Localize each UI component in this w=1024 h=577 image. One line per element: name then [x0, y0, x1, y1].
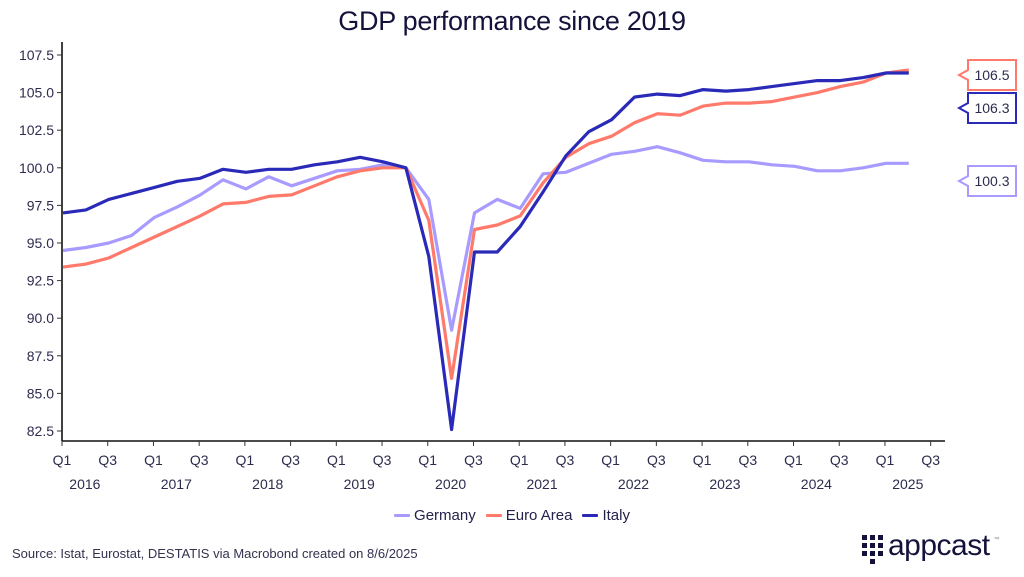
x-tick-label: Q3 — [373, 452, 392, 468]
x-year-label: 2016 — [69, 476, 100, 492]
callout-box-germany — [956, 165, 1017, 197]
x-tick-label: Q1 — [876, 452, 895, 468]
legend-item-germany: Germany — [394, 507, 476, 524]
y-tick-label: 105.0 — [19, 85, 54, 101]
x-tick-label: Q1 — [510, 452, 529, 468]
source-note: Source: Istat, Eurostat, DESTATIS via Ma… — [12, 546, 418, 561]
x-year-label: 2017 — [161, 476, 192, 492]
callout-italy: 106.3 — [956, 92, 1017, 124]
trademark-symbol: ™ — [993, 537, 1000, 543]
y-axis: 107.5 105.0 102.5 100.0 97.5 95.0 92.5 90.0 87.5… — [19, 42, 63, 441]
callout-value-euro-area: 106.5 — [974, 67, 1009, 83]
x-tick-label: Q1 — [236, 452, 255, 468]
y-tick-label: 87.5 — [27, 348, 54, 364]
x-tick-label: Q3 — [647, 452, 666, 468]
y-tick-label: 100.0 — [19, 160, 54, 176]
x-tick-label: Q3 — [190, 452, 209, 468]
legend-item-italy: Italy — [582, 507, 630, 524]
y-tick-label: 102.5 — [19, 122, 54, 138]
callout-box-italy — [956, 92, 1017, 124]
legend-swatch-euro-area — [485, 514, 502, 517]
y-tick-label: 97.5 — [27, 197, 54, 213]
x-tick-label: Q3 — [464, 452, 483, 468]
x-tick-label: Q3 — [830, 452, 849, 468]
chart-title: GDP performance since 2019 — [338, 6, 686, 36]
appcast-logo-mark-icon — [862, 533, 884, 564]
legend-label-italy: Italy — [602, 507, 630, 524]
legend: Germany Euro Area Italy — [0, 507, 1024, 524]
legend-label-germany: Germany — [414, 507, 476, 524]
x-year-label: 2025 — [892, 476, 923, 492]
x-tick-label: Q3 — [281, 452, 300, 468]
y-tick-label: 92.5 — [27, 273, 54, 289]
x-tick-label: Q3 — [738, 452, 757, 468]
y-tick-label: 95.0 — [27, 235, 54, 251]
callout-germany: 100.3 — [956, 165, 1017, 197]
series-layer — [62, 68, 910, 432]
series-line-germany — [62, 145, 909, 332]
callout-euro-area: 106.5 — [956, 59, 1017, 91]
x-year-label: 2019 — [344, 476, 375, 492]
x-tick-label: Q1 — [784, 452, 803, 468]
y-tick-label: 90.0 — [27, 310, 54, 326]
y-tick-label: 85.0 — [27, 385, 54, 401]
x-year-label: 2023 — [709, 476, 740, 492]
x-tick-label: Q1 — [144, 452, 163, 468]
x-axis: Q1 Q3 Q1 Q3 Q1 Q3 Q1 Q3 Q1 Q3 Q1 Q3 Q1 Q3 Q1 Q3 Q1 Q3 Q1 Q3… — [53, 440, 945, 492]
legend-swatch-germany — [394, 514, 411, 517]
x-tick-label: Q3 — [921, 452, 940, 468]
x-year-label: 2021 — [526, 476, 557, 492]
x-year-label: 2022 — [618, 476, 649, 492]
callout-value-germany: 100.3 — [974, 173, 1009, 189]
legend-swatch-italy — [582, 514, 599, 517]
x-tick-label: Q1 — [601, 452, 620, 468]
x-tick-label: Q1 — [327, 452, 346, 468]
end-value-callouts: 100.3 106.5 106.3 — [956, 59, 1017, 197]
callout-value-italy: 106.3 — [974, 100, 1009, 116]
legend-item-euro-area: Euro Area — [485, 507, 573, 524]
y-tick-label: 82.5 — [27, 423, 54, 439]
x-year-label: 2024 — [801, 476, 832, 492]
x-year-label: 2018 — [252, 476, 283, 492]
x-tick-label: Q1 — [693, 452, 712, 468]
series-line-euro-area — [62, 68, 910, 380]
appcast-logo: appcast ™ — [862, 529, 1000, 564]
appcast-logo-text: appcast — [888, 529, 990, 562]
x-tick-label: Q3 — [556, 452, 575, 468]
x-tick-label: Q1 — [418, 452, 437, 468]
legend-label-euro-area: Euro Area — [505, 507, 573, 524]
x-year-label: 2020 — [435, 476, 466, 492]
callout-box-euro-area — [956, 59, 1017, 91]
x-tick-label: Q3 — [98, 452, 117, 468]
series-line-italy — [62, 71, 909, 432]
y-tick-label: 107.5 — [19, 47, 54, 63]
x-tick-label: Q1 — [53, 452, 72, 468]
